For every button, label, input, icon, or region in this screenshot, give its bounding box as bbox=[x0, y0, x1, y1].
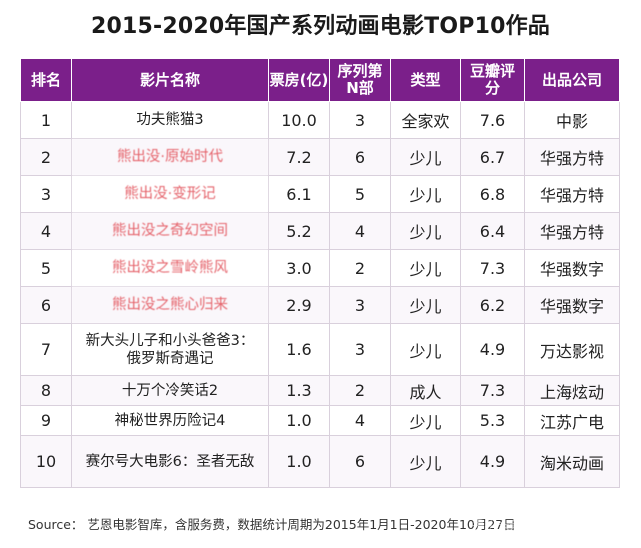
cell-company: 华强数字 bbox=[524, 286, 620, 324]
cell-douban-score: 4.9 bbox=[460, 435, 525, 488]
header-sequence-label: 序列第N部 bbox=[337, 62, 383, 97]
ranking-table: 排名 影片名称 票房(亿) 序列第N部 类型 豆瓣评分 出品公司 1 功夫熊猫3 1… bbox=[20, 58, 620, 488]
table-row: 2 熊出没·原始时代 7.2 6 少儿 6.7 华强方特 bbox=[20, 138, 620, 176]
cell-douban-score: 6.2 bbox=[460, 286, 525, 324]
cell-rank: 9 bbox=[20, 405, 72, 436]
cell-douban-score: 7.6 bbox=[460, 101, 525, 139]
cell-box-office: 1.3 bbox=[268, 375, 330, 406]
table-row: 9 神秘世界历险记4 1.0 4 少儿 5.3 江苏广电 bbox=[20, 405, 620, 436]
cell-film-name: 熊出没之熊心归来 bbox=[71, 286, 269, 324]
table-row: 5 熊出没之雪岭熊风 3.0 2 少儿 7.3 华强数字 bbox=[20, 249, 620, 287]
cell-genre: 全家欢 bbox=[390, 101, 461, 139]
cell-film-name: 熊出没之雪岭熊风 bbox=[71, 249, 269, 287]
cell-film-name: 神秘世界历险记4 bbox=[71, 405, 269, 436]
header-sequence: 序列第N部 bbox=[329, 58, 391, 102]
cell-douban-score: 7.3 bbox=[460, 249, 525, 287]
cell-film-name: 熊出没·原始时代 bbox=[71, 138, 269, 176]
table-row: 4 熊出没之奇幻空间 5.2 4 少儿 6.4 华强方特 bbox=[20, 212, 620, 250]
cell-douban-score: 7.3 bbox=[460, 375, 525, 406]
cell-rank: 3 bbox=[20, 175, 72, 213]
cell-box-office: 1.6 bbox=[268, 323, 330, 376]
cell-box-office: 1.0 bbox=[268, 435, 330, 488]
cell-rank: 4 bbox=[20, 212, 72, 250]
cell-genre: 少儿 bbox=[390, 323, 461, 376]
header-douban-label: 豆瓣评分 bbox=[469, 62, 515, 97]
cell-sequence: 4 bbox=[329, 212, 391, 250]
cell-douban-score: 4.9 bbox=[460, 323, 525, 376]
cell-genre: 少儿 bbox=[390, 435, 461, 488]
cell-company: 万达影视 bbox=[524, 323, 620, 376]
cell-douban-score: 6.4 bbox=[460, 212, 525, 250]
cell-film-name: 熊出没之奇幻空间 bbox=[71, 212, 269, 250]
header-film-name: 影片名称 bbox=[71, 58, 269, 102]
table-row: 3 熊出没·变形记 6.1 5 少儿 6.8 华强方特 bbox=[20, 175, 620, 213]
cell-genre: 少儿 bbox=[390, 405, 461, 436]
cell-genre: 成人 bbox=[390, 375, 461, 406]
watermark: 手机头条号 / 影视工业 bbox=[472, 517, 597, 532]
cell-film-name: 赛尔号大电影6：圣者无敌 bbox=[71, 435, 269, 488]
cell-box-office: 2.9 bbox=[268, 286, 330, 324]
cell-box-office: 10.0 bbox=[268, 101, 330, 139]
page-title: 2015-2020年国产系列动画电影TOP10作品 bbox=[90, 14, 551, 39]
cell-genre: 少儿 bbox=[390, 212, 461, 250]
cell-rank: 8 bbox=[20, 375, 72, 406]
table-row: 7 新大头儿子和小头爸爸3：俄罗斯奇遇记 1.6 3 少儿 4.9 万达影视 bbox=[20, 323, 620, 376]
cell-company: 江苏广电 bbox=[524, 405, 620, 436]
cell-box-office: 5.2 bbox=[268, 212, 330, 250]
cell-rank: 1 bbox=[20, 101, 72, 139]
cell-film-name: 十万个冷笑话2 bbox=[71, 375, 269, 406]
cell-company: 华强方特 bbox=[524, 175, 620, 213]
cell-sequence: 5 bbox=[329, 175, 391, 213]
cell-company: 淘米动画 bbox=[524, 435, 620, 488]
source-note: Source： 艺恩电影智库，含服务费，数据统计周期为2015年1月1日-202… bbox=[28, 517, 516, 532]
cell-sequence: 6 bbox=[329, 138, 391, 176]
cell-sequence: 4 bbox=[329, 405, 391, 436]
cell-genre: 少儿 bbox=[390, 175, 461, 213]
cell-douban-score: 5.3 bbox=[460, 405, 525, 436]
header-rank: 排名 bbox=[20, 58, 72, 102]
cell-rank: 5 bbox=[20, 249, 72, 287]
cell-sequence: 3 bbox=[329, 323, 391, 376]
table-row: 1 功夫熊猫3 10.0 3 全家欢 7.6 中影 bbox=[20, 101, 620, 139]
cell-sequence: 2 bbox=[329, 375, 391, 406]
cell-rank: 7 bbox=[20, 323, 72, 376]
header-company: 出品公司 bbox=[524, 58, 620, 102]
cell-company: 华强方特 bbox=[524, 212, 620, 250]
cell-sequence: 2 bbox=[329, 249, 391, 287]
table-header-row: 排名 影片名称 票房(亿) 序列第N部 类型 豆瓣评分 出品公司 bbox=[20, 58, 620, 102]
cell-company: 中影 bbox=[524, 101, 620, 139]
cell-douban-score: 6.7 bbox=[460, 138, 525, 176]
cell-film-name: 熊出没·变形记 bbox=[71, 175, 269, 213]
cell-rank: 10 bbox=[20, 435, 72, 488]
table-row: 6 熊出没之熊心归来 2.9 3 少儿 6.2 华强数字 bbox=[20, 286, 620, 324]
cell-film-name: 新大头儿子和小头爸爸3：俄罗斯奇遇记 bbox=[71, 323, 269, 376]
header-genre: 类型 bbox=[390, 58, 461, 102]
cell-sequence: 6 bbox=[329, 435, 391, 488]
cell-douban-score: 6.8 bbox=[460, 175, 525, 213]
cell-genre: 少儿 bbox=[390, 286, 461, 324]
table-row: 8 十万个冷笑话2 1.3 2 成人 7.3 上海炫动 bbox=[20, 375, 620, 406]
cell-rank: 2 bbox=[20, 138, 72, 176]
header-douban-score: 豆瓣评分 bbox=[460, 58, 525, 102]
cell-genre: 少儿 bbox=[390, 249, 461, 287]
cell-genre: 少儿 bbox=[390, 138, 461, 176]
cell-company: 华强数字 bbox=[524, 249, 620, 287]
cell-company: 上海炫动 bbox=[524, 375, 620, 406]
cell-film-name: 功夫熊猫3 bbox=[71, 101, 269, 139]
cell-box-office: 3.0 bbox=[268, 249, 330, 287]
cell-box-office: 7.2 bbox=[268, 138, 330, 176]
table-row: 10 赛尔号大电影6：圣者无敌 1.0 6 少儿 4.9 淘米动画 bbox=[20, 435, 620, 488]
cell-sequence: 3 bbox=[329, 101, 391, 139]
header-box-office: 票房(亿) bbox=[268, 58, 330, 102]
cell-box-office: 6.1 bbox=[268, 175, 330, 213]
cell-rank: 6 bbox=[20, 286, 72, 324]
cell-box-office: 1.0 bbox=[268, 405, 330, 436]
cell-company: 华强方特 bbox=[524, 138, 620, 176]
cell-sequence: 3 bbox=[329, 286, 391, 324]
